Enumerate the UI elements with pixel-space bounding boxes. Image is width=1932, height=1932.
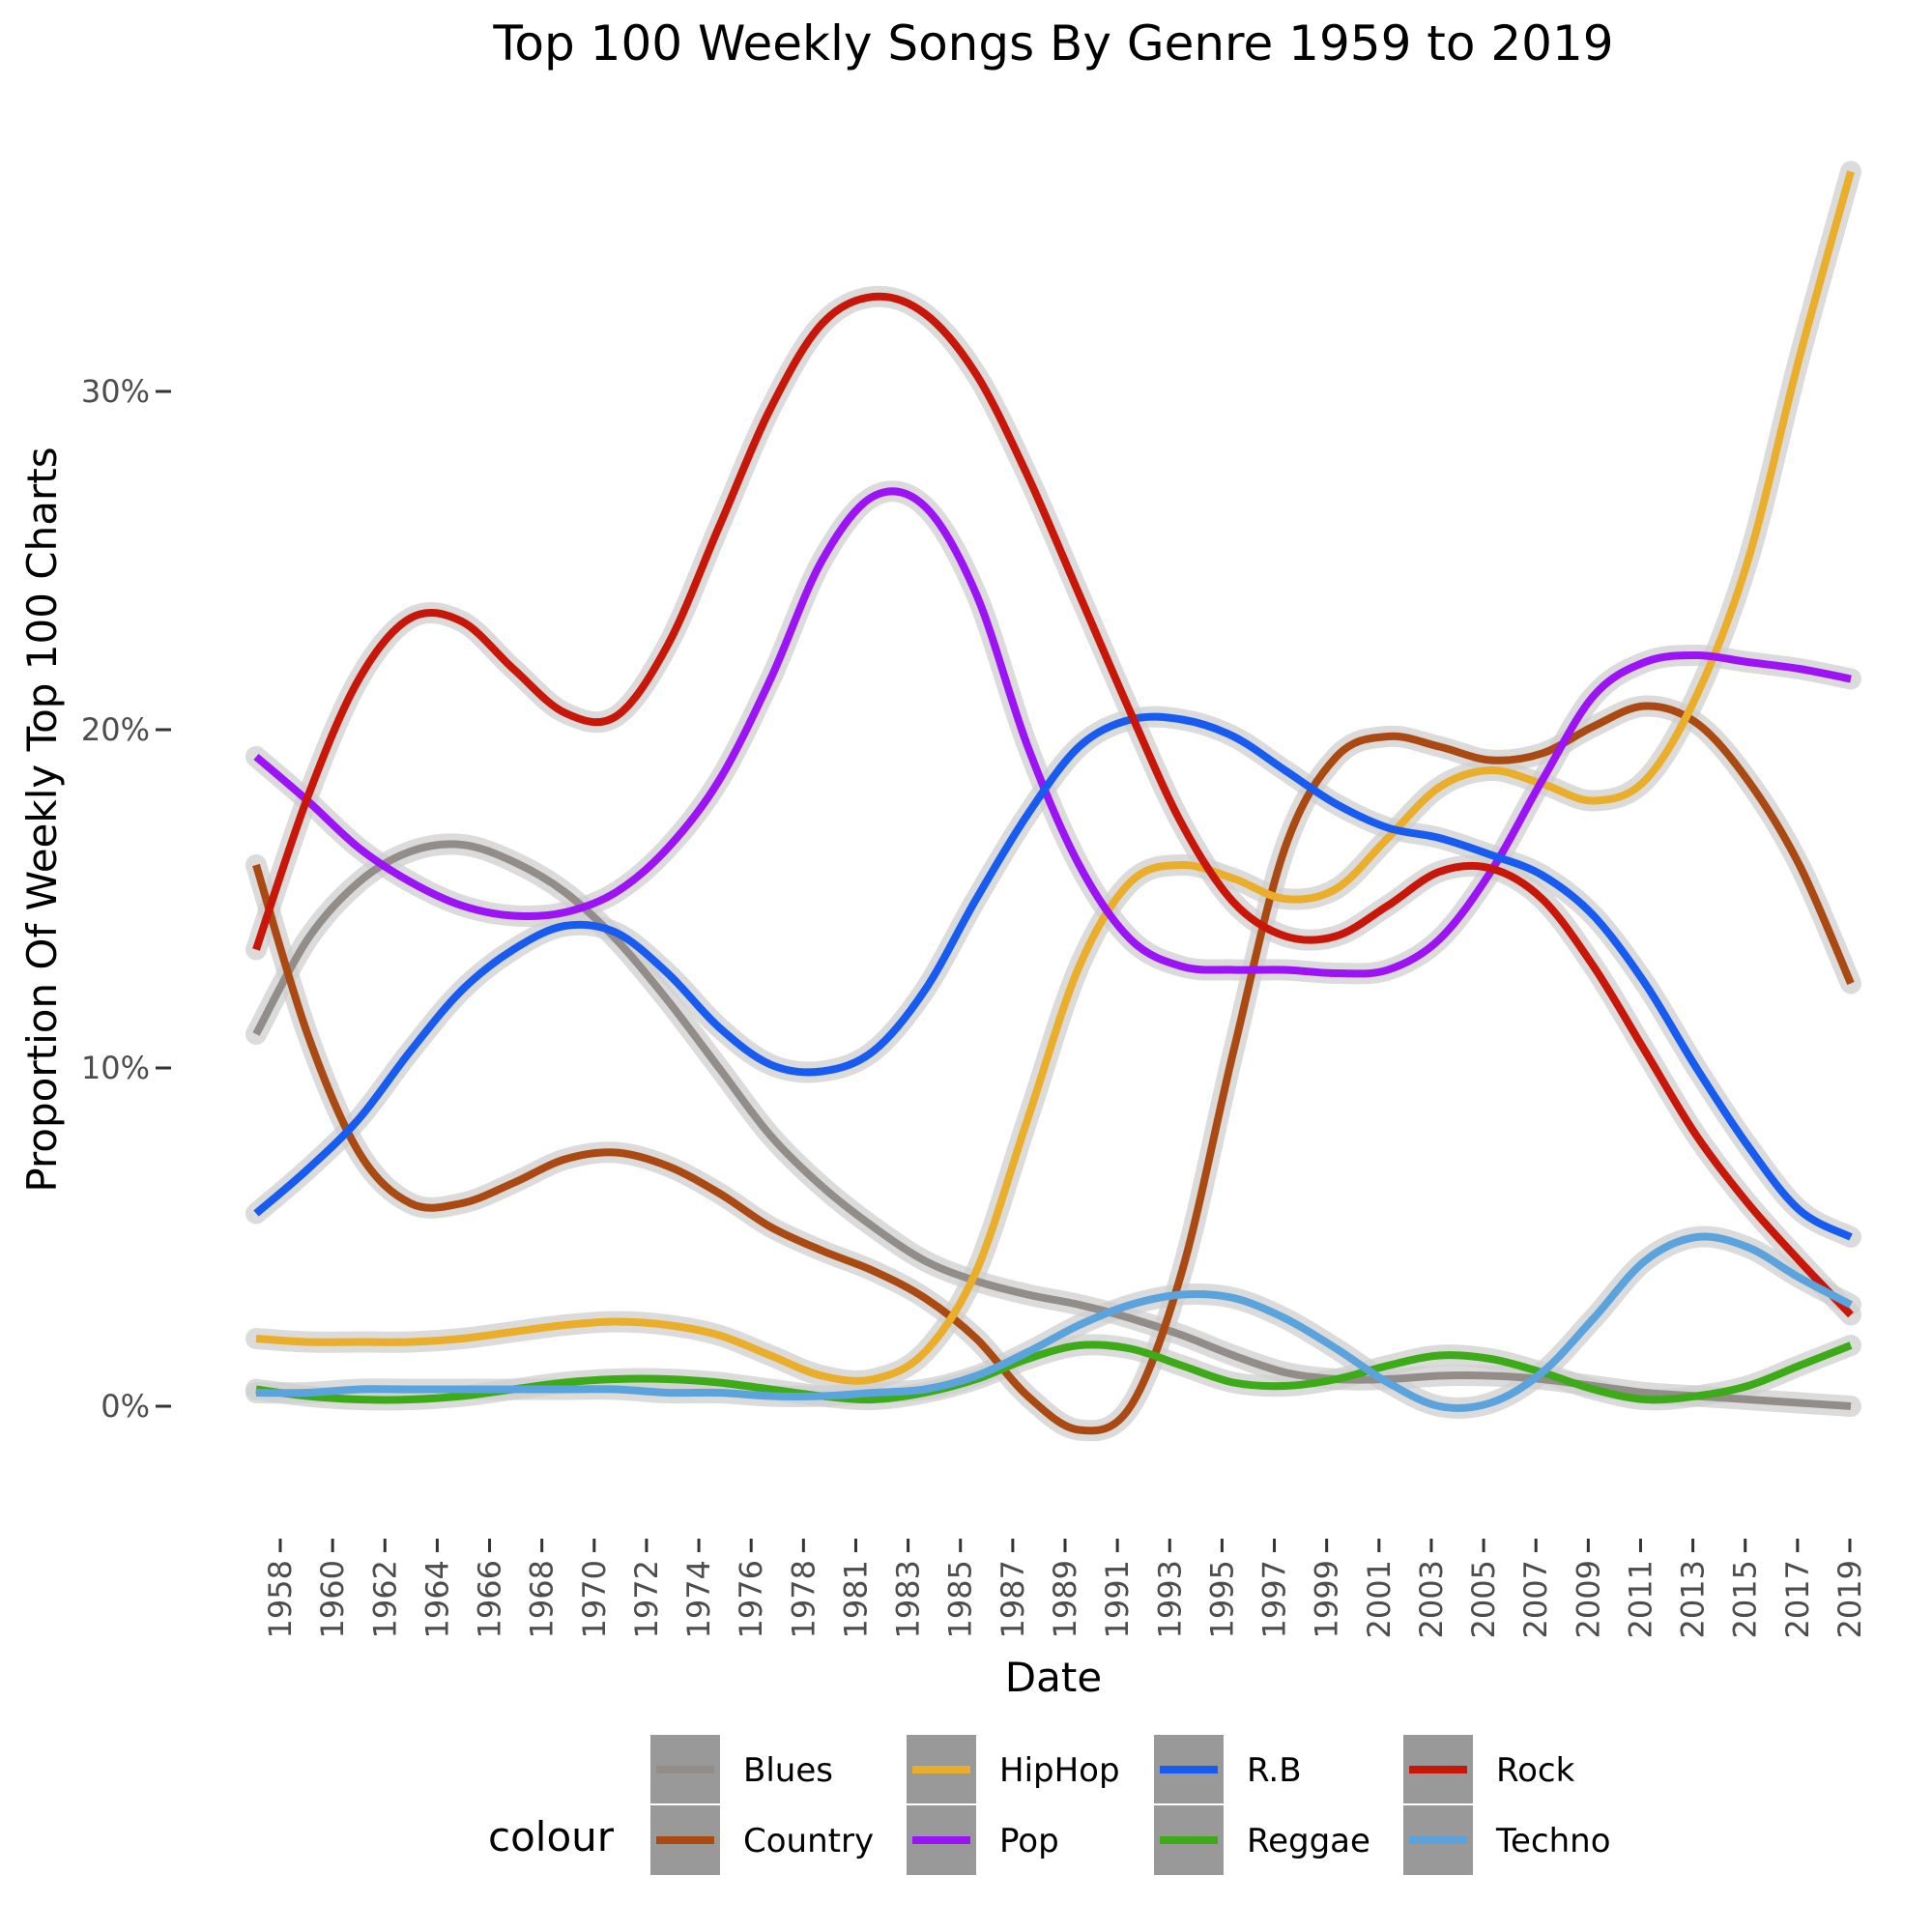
x-tick-label: 2009: [1570, 1560, 1606, 1638]
x-tick-label: 2005: [1465, 1560, 1502, 1638]
y-tick-label: 30%: [81, 373, 150, 410]
series-line-pop: [253, 487, 1852, 978]
x-tick-label: 1966: [472, 1560, 508, 1638]
legend-label-r-b: R.B: [1247, 1751, 1302, 1790]
x-tick-label: 1985: [942, 1560, 979, 1638]
x-axis: 1958 1960 1962 1964 1966 1968 1970 1972 1974 1976…: [262, 1539, 1868, 1638]
y-axis: 0% 10% 20% 30%: [81, 373, 171, 1425]
chart-title: Top 100 Weekly Songs By Genre 1959 to 20…: [492, 15, 1613, 72]
y-tick-label: 10%: [81, 1050, 150, 1086]
x-tick-label: 1991: [1099, 1560, 1136, 1638]
x-tick-label: 2007: [1517, 1560, 1554, 1638]
x-tick-label: 1987: [995, 1560, 1031, 1638]
legend-label-country: Country: [743, 1822, 874, 1860]
legend-title: colour: [488, 1813, 615, 1860]
x-tick-label: 2015: [1727, 1560, 1764, 1638]
series-line-country: [252, 702, 1855, 1435]
legend-label-blues: Blues: [743, 1751, 833, 1790]
x-tick-label: 1970: [576, 1560, 613, 1638]
confidence-band-pop: [245, 480, 1861, 985]
x-tick-label: 1999: [1309, 1560, 1345, 1638]
x-tick-label: 2019: [1831, 1560, 1868, 1638]
x-tick-label: 1958: [262, 1560, 299, 1638]
legend-label-hiphop: HipHop: [999, 1751, 1120, 1790]
series-lines: [252, 170, 1855, 1435]
x-tick-label: 1962: [366, 1560, 403, 1638]
y-axis-title: Proportion Of Weekly Top 100 Charts: [18, 447, 66, 1192]
x-tick-label: 1995: [1203, 1560, 1240, 1638]
legend-label-rock: Rock: [1496, 1751, 1575, 1790]
series-line-rock: [252, 292, 1854, 1318]
x-tick-label: 2003: [1413, 1560, 1450, 1638]
y-tick-label: 0%: [101, 1388, 150, 1425]
x-tick-label: 1976: [733, 1560, 769, 1638]
y-tick-label: 20%: [81, 711, 150, 748]
x-tick-label: 1964: [418, 1560, 455, 1638]
x-tick-label: 2017: [1779, 1560, 1816, 1638]
legend: colour Blues Country HipHop Pop R.B Reggae Roc…: [488, 1735, 1611, 1875]
x-axis-title: Date: [1005, 1654, 1102, 1701]
x-tick-label: 1983: [890, 1560, 927, 1638]
series-line-r-b: [253, 712, 1853, 1241]
x-tick-label: 1981: [837, 1560, 874, 1638]
x-tick-label: 1968: [524, 1560, 561, 1638]
x-tick-label: 1978: [785, 1560, 822, 1638]
x-tick-label: 2011: [1622, 1560, 1658, 1638]
legend-label-techno: Techno: [1495, 1822, 1611, 1860]
series-line-hiphop: [255, 170, 1855, 1385]
series-line-techno: [255, 1232, 1853, 1412]
x-tick-label: 1997: [1256, 1560, 1293, 1638]
x-tick-label: 1972: [628, 1560, 665, 1638]
x-tick-label: 2013: [1675, 1560, 1712, 1638]
legend-label-pop: Pop: [999, 1822, 1059, 1860]
legend-label-reggae: Reggae: [1247, 1822, 1370, 1860]
x-tick-label: 1993: [1151, 1560, 1188, 1638]
x-tick-label: 1974: [680, 1560, 717, 1638]
x-tick-label: 1960: [314, 1560, 351, 1638]
x-tick-label: 2001: [1361, 1560, 1398, 1638]
x-tick-label: 1989: [1047, 1560, 1083, 1638]
